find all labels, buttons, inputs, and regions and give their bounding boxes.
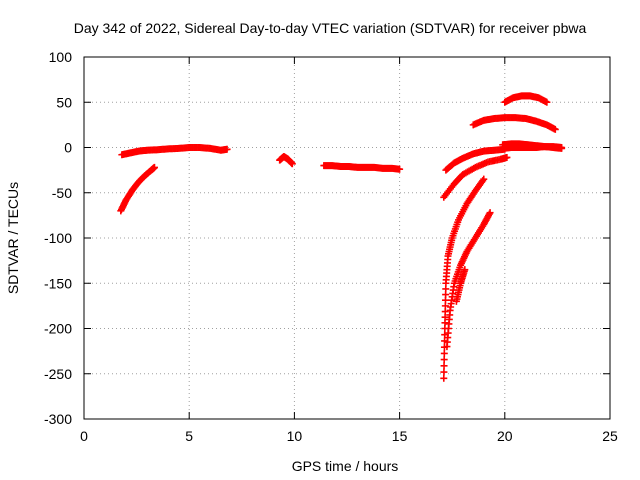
y-tick-label: -150 <box>44 275 72 291</box>
data-point <box>551 125 559 133</box>
data-point <box>150 163 158 171</box>
x-axis-title: GPS time / hours <box>292 458 399 474</box>
data-point <box>486 209 494 217</box>
data-point <box>558 144 566 151</box>
data-points <box>117 92 566 382</box>
y-tick-label: -250 <box>44 366 72 382</box>
data-point <box>288 160 296 168</box>
y-tick-label: 0 <box>64 140 72 156</box>
data-point <box>480 175 488 183</box>
y-tick-label: 100 <box>49 49 73 65</box>
data-point <box>479 177 487 185</box>
data-point <box>223 145 231 153</box>
series-arc-6 <box>440 153 511 201</box>
series-arc-3 <box>276 153 296 168</box>
x-tick-label: 0 <box>80 428 88 444</box>
y-axis-title: SDTVAR / TECUs <box>5 182 21 294</box>
chart-title: Day 342 of 2022, Sidereal Day-to-day VTE… <box>74 20 587 36</box>
y-tick-label: -200 <box>44 321 72 337</box>
data-point <box>503 153 511 161</box>
data-point <box>543 98 551 106</box>
series-arc-4 <box>320 162 404 173</box>
x-tick-label: 25 <box>602 428 618 444</box>
y-tick-label: 50 <box>56 94 72 110</box>
series-arc-10 <box>469 114 559 133</box>
data-point <box>440 356 448 364</box>
data-point <box>461 266 469 274</box>
data-point <box>440 374 448 382</box>
data-point <box>440 362 448 370</box>
series-arc-9 <box>452 266 469 305</box>
axis-ticks: 0 5 10 15 20 25 -300 -250 -200 -150 -100 -50 0 50 100 <box>44 49 618 444</box>
y-tick-label: -300 <box>44 411 72 427</box>
series-arc-2 <box>118 144 231 159</box>
series-arc-1 <box>117 163 158 215</box>
series-arc-8 <box>443 209 494 351</box>
data-point <box>440 368 448 376</box>
data-point <box>440 349 448 357</box>
series-arc-13 <box>499 143 566 152</box>
series-arc-7 <box>440 175 488 382</box>
y-tick-label: -50 <box>52 185 72 201</box>
x-tick-label: 20 <box>497 428 513 444</box>
x-tick-label: 15 <box>392 428 408 444</box>
series-arc-11 <box>501 92 551 106</box>
y-tick-label: -100 <box>44 230 72 246</box>
data-point <box>396 165 404 173</box>
x-tick-label: 5 <box>185 428 193 444</box>
series-arc-5 <box>442 145 509 174</box>
x-tick-label: 10 <box>287 428 303 444</box>
